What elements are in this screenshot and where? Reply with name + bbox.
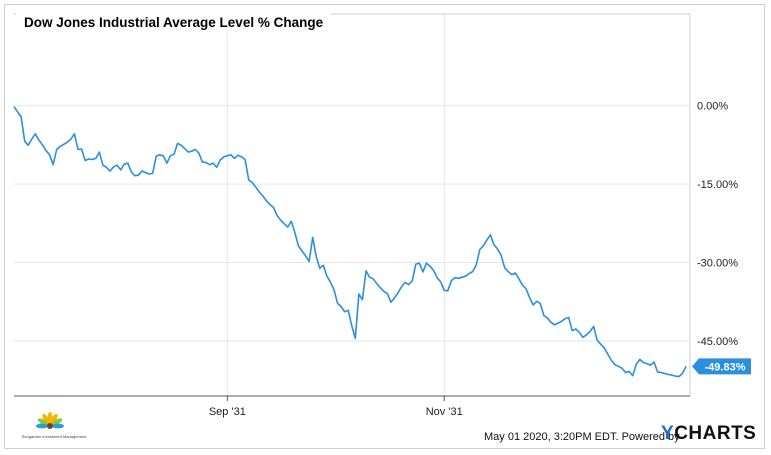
ycharts-brand[interactable]: YCHARTS	[661, 423, 756, 445]
footer-timestamp: May 01 2020, 3:20PM EDT. Powered by	[484, 431, 680, 443]
sunflower-logo-icon	[36, 412, 64, 429]
logo-name: Sungarden Investment Management	[21, 434, 87, 439]
y-tick-label: -15.00%	[697, 179, 738, 191]
last-value-label: -49.83%	[705, 361, 746, 373]
chart-frame	[4, 4, 765, 449]
last-value-badge	[692, 358, 751, 375]
brand-rest: CHARTS	[674, 423, 757, 444]
powered-by-label: Powered by	[621, 431, 680, 443]
y-tick-label: -45.00%	[697, 336, 738, 348]
y-tick-label: 0.00%	[697, 101, 728, 113]
brand-y: Y	[661, 423, 675, 444]
chart-title: Dow Jones Industrial Average Level % Cha…	[16, 12, 332, 33]
x-tick-label: Nov '31	[426, 406, 463, 418]
x-tick-label: Sep '31	[209, 406, 246, 418]
y-tick-label: -30.00%	[697, 258, 738, 270]
timestamp: May 01 2020, 3:20PM EDT.	[484, 431, 619, 443]
series-line	[13, 106, 687, 378]
